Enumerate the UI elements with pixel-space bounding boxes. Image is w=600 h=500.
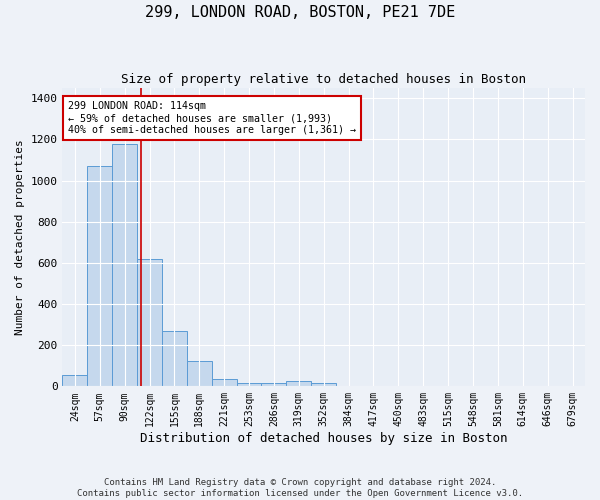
Bar: [162, 331, 187, 386]
Bar: [236, 382, 262, 386]
Bar: [88, 166, 112, 386]
Text: Contains HM Land Registry data © Crown copyright and database right 2024.
Contai: Contains HM Land Registry data © Crown c…: [77, 478, 523, 498]
Title: Size of property relative to detached houses in Boston: Size of property relative to detached ho…: [121, 72, 526, 86]
Text: 299, LONDON ROAD, BOSTON, PE21 7DE: 299, LONDON ROAD, BOSTON, PE21 7DE: [145, 5, 455, 20]
Bar: [311, 382, 336, 386]
X-axis label: Distribution of detached houses by size in Boston: Distribution of detached houses by size …: [140, 432, 508, 445]
Bar: [137, 259, 162, 386]
Y-axis label: Number of detached properties: Number of detached properties: [15, 140, 25, 335]
Text: 299 LONDON ROAD: 114sqm
← 59% of detached houses are smaller (1,993)
40% of semi: 299 LONDON ROAD: 114sqm ← 59% of detache…: [68, 102, 356, 134]
Bar: [187, 360, 212, 386]
Bar: [286, 381, 311, 386]
Bar: [212, 378, 236, 386]
Bar: [62, 375, 88, 386]
Bar: [262, 382, 286, 386]
Bar: [112, 144, 137, 386]
